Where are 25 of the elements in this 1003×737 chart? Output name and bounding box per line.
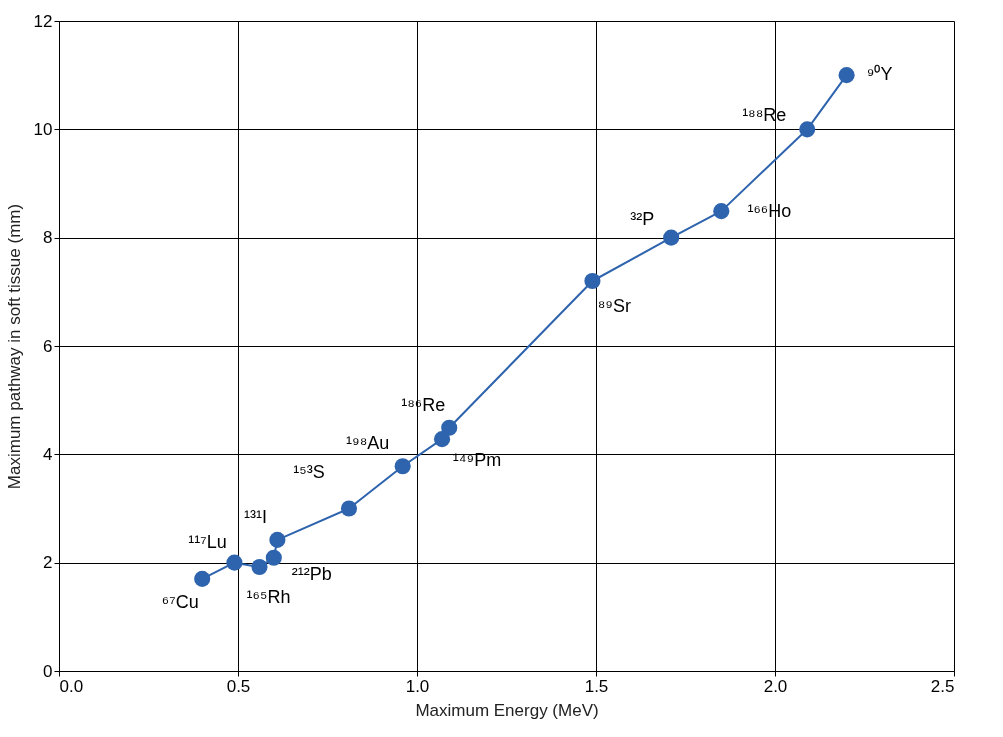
annotation: ¹⁵³S [293, 461, 325, 482]
x-tick-label: 1.0 [405, 676, 430, 696]
annotation: ³²P [630, 208, 655, 229]
x-tick-label: 1.5 [584, 676, 609, 696]
y-tick-label: 6 [43, 336, 53, 356]
annotation: ⁹⁰Y [866, 64, 893, 85]
annotation: ¹⁹⁸Au [346, 433, 390, 454]
y-tick-label: 10 [33, 119, 53, 139]
x-tick-label: 2.0 [763, 676, 788, 696]
annotation: ²¹²Pb [291, 563, 332, 584]
y-tick-label: 12 [33, 11, 53, 31]
y-tick-label: 0 [43, 661, 53, 681]
annotation: ⁸⁹Sr [597, 296, 632, 316]
y-tick-label: 4 [43, 444, 53, 464]
y-axis-title: Maximum pathway in soft tissue (mm) [4, 203, 24, 490]
x-tick-label: 0.5 [226, 676, 251, 696]
annotation: ¹¹⁷Lu [188, 531, 227, 552]
annotation: ¹⁶⁵Rh [246, 587, 291, 607]
y-tick-label: 2 [43, 553, 53, 573]
x-tick-label: 2.5 [930, 676, 955, 696]
annotation: ¹³¹I [243, 506, 267, 527]
y-tick-label: 8 [43, 228, 53, 248]
annotation: ⁶⁷Cu [161, 591, 199, 612]
x-axis-title: Maximum Energy (MeV) [415, 700, 599, 720]
x-tick-label: 0.0 [59, 676, 84, 696]
